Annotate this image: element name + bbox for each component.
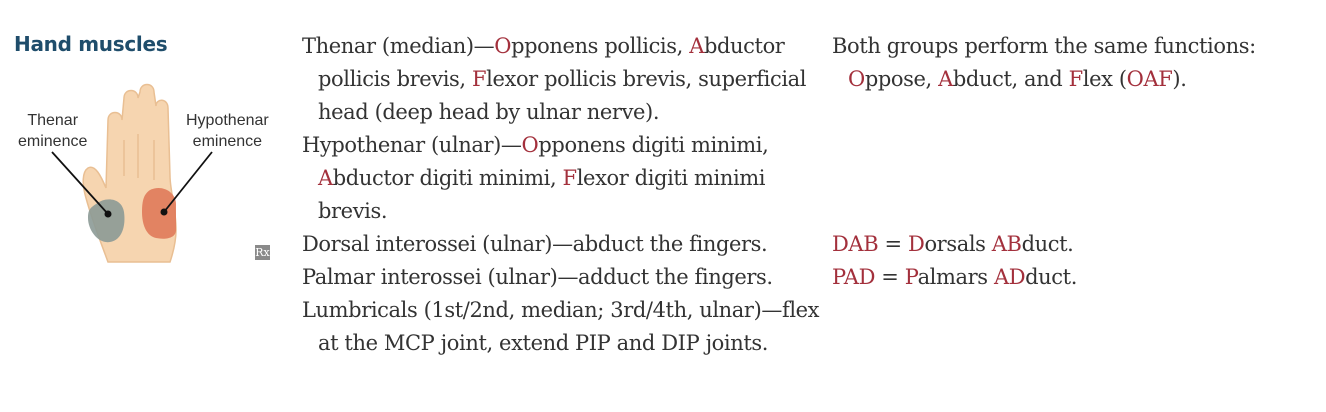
hypothenar-region: [142, 187, 176, 239]
dorsal-interossei-entry: Dorsal interossei (ulnar)—abduct the fin…: [302, 232, 768, 256]
hand-figure: Thenar eminence Hypothenar eminence: [0, 80, 290, 280]
hand-illustration: [51, 83, 213, 263]
palmar-interossei-entry: Palmar interossei (ulnar)—adduct the fin…: [302, 265, 773, 289]
mnemonics-column: Both groups perform the same functions: …: [832, 30, 1312, 294]
spacer: [832, 96, 1312, 228]
oaf-mnemonic: Both groups perform the same functions: …: [832, 34, 1256, 91]
thenar-entry: Thenar (median)—Opponens pollicis, Abduc…: [302, 34, 807, 124]
pad-mnemonic: PAD = Palmars ADduct.: [832, 265, 1077, 289]
thenar-region: [88, 199, 125, 243]
lumbricals-entry: Lumbricals (1st/2nd, median; 3rd/4th, ul…: [302, 298, 820, 355]
hypothenar-entry: Hypothenar (ulnar)—Opponens digiti minim…: [302, 133, 769, 223]
rx-icon: Rx: [255, 245, 270, 260]
thenar-label: Thenar eminence: [18, 112, 88, 150]
muscles-column: Thenar (median)—Opponens pollicis, Abduc…: [302, 30, 822, 360]
section-heading: Hand muscles: [14, 32, 168, 56]
dab-mnemonic: DAB = Dorsals ABduct.: [832, 232, 1074, 256]
hypothenar-label: Hypothenar eminence: [186, 112, 269, 150]
